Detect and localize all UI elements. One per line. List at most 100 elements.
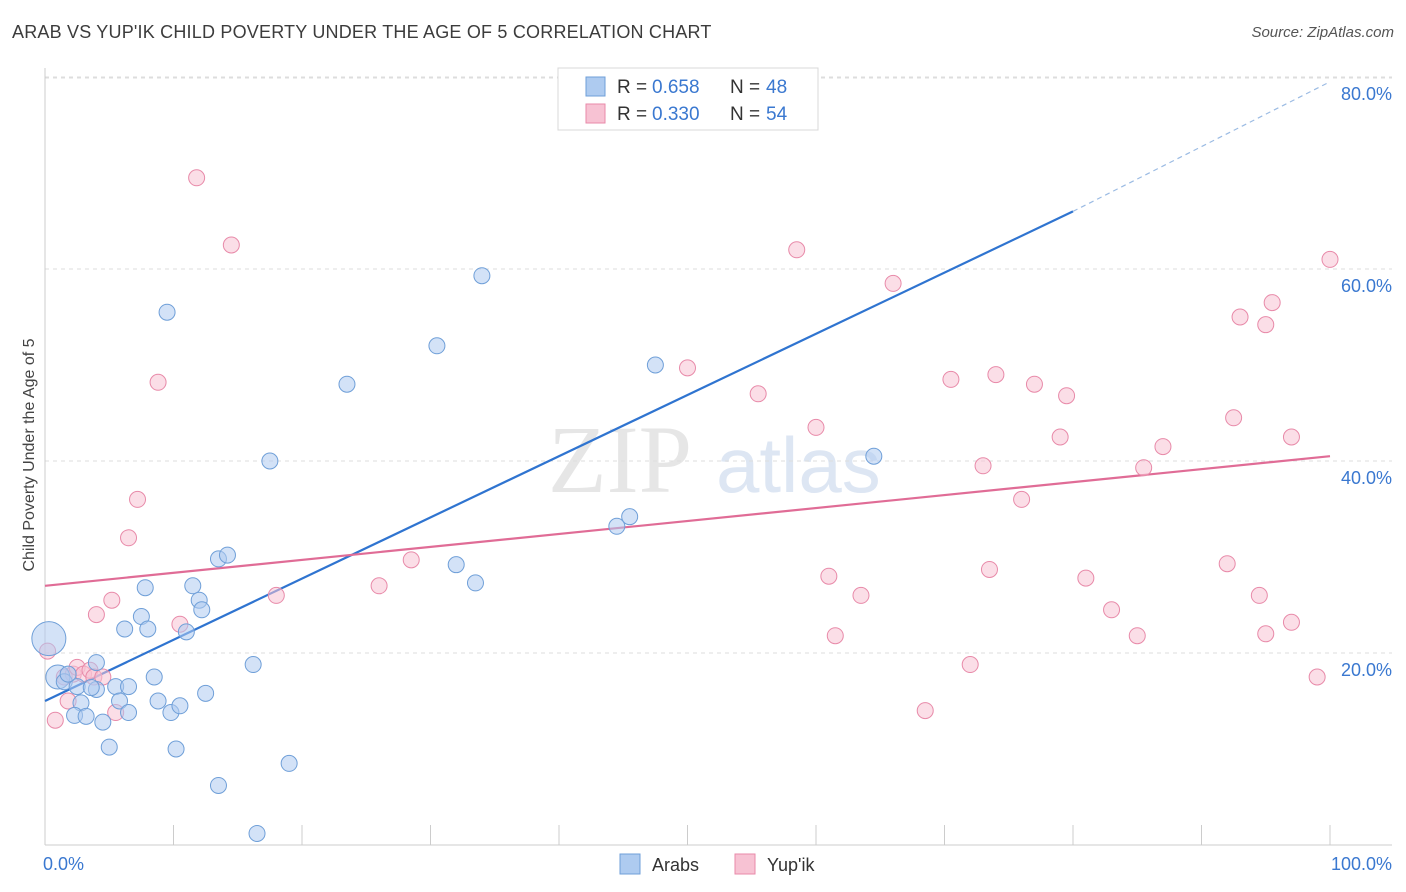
- point-arabs: [82, 679, 100, 697]
- point-yupik: [1321, 250, 1339, 268]
- point-arabs: [338, 375, 356, 393]
- point-arabs: [87, 654, 105, 672]
- chart-title: ARAB VS YUP'IK CHILD POVERTY UNDER THE A…: [12, 22, 712, 42]
- point-yupik: [820, 567, 838, 585]
- axes: [44, 68, 1392, 846]
- point-yupik: [974, 457, 992, 475]
- point-yupik: [129, 490, 147, 508]
- point-arabs: [865, 447, 883, 465]
- trend-line-arabs-extension: [1072, 81, 1331, 212]
- point-arabs: [171, 697, 189, 715]
- point-arabs: [59, 665, 77, 683]
- point-yupik: [1263, 294, 1281, 312]
- point-arabs: [116, 620, 134, 638]
- point-arabs: [244, 656, 262, 674]
- point-arabs: [621, 508, 639, 526]
- point-yupik: [1025, 375, 1043, 393]
- point-arabs: [608, 517, 626, 535]
- point-yupik: [942, 370, 960, 388]
- point-yupik: [826, 627, 844, 645]
- legend-n-value-yupik: 54: [766, 104, 788, 125]
- legend-r-value-arabs: 0.658: [652, 77, 700, 98]
- point-arabs: [428, 337, 446, 355]
- y-tick-label-60: 60.0%: [1341, 276, 1392, 296]
- point-arabs: [167, 740, 185, 758]
- legend-bottom-swatch-arabs: [619, 853, 641, 875]
- legend-bottom-swatch-yupik: [734, 853, 756, 875]
- point-yupik: [1103, 601, 1121, 619]
- point-arabs: [280, 754, 298, 772]
- trend-lines: [44, 81, 1331, 702]
- point-yupik: [1282, 613, 1300, 631]
- point-yupik: [1058, 387, 1076, 405]
- point-yupik: [916, 702, 934, 720]
- x-tick-label-min: 0.0%: [43, 854, 84, 874]
- point-arabs: [646, 356, 664, 374]
- point-yupik: [222, 236, 240, 254]
- point-yupik: [402, 551, 420, 569]
- point-yupik: [1257, 625, 1275, 643]
- point-arabs: [466, 574, 484, 592]
- point-arabs: [120, 704, 138, 722]
- legend-bottom-label-yupik: Yup'ik: [767, 855, 815, 875]
- point-arabs: [100, 738, 118, 756]
- tick-labels: 20.0% 40.0% 60.0% 80.0% 0.0% 100.0%: [43, 84, 1392, 874]
- point-yupik: [987, 366, 1005, 384]
- point-yupik: [1077, 569, 1095, 587]
- point-yupik: [1225, 409, 1243, 427]
- point-arabs: [139, 620, 157, 638]
- point-yupik: [1154, 438, 1172, 456]
- point-yupik: [149, 373, 167, 391]
- legend-bottom: Arabs Yup'ik: [619, 853, 815, 875]
- y-tick-label-20: 20.0%: [1341, 660, 1392, 680]
- point-arabs: [218, 546, 236, 564]
- y-axis-label: Child Poverty Under the Age of 5: [21, 338, 38, 571]
- y-tick-label-40: 40.0%: [1341, 468, 1392, 488]
- y-tick-label-80: 80.0%: [1341, 84, 1392, 104]
- legend-swatch-yupik: [585, 103, 606, 124]
- point-yupik: [749, 385, 767, 403]
- point-arabs: [197, 684, 215, 702]
- point-yupik: [1282, 428, 1300, 446]
- legend-r-label-arabs: R =: [617, 77, 647, 98]
- legend-r-label-yupik: R =: [617, 104, 647, 125]
- legend-r-value-yupik: 0.330: [652, 104, 700, 125]
- point-yupik: [370, 577, 388, 595]
- point-arabs: [447, 556, 465, 574]
- source-credit: Source: ZipAtlas.com: [1251, 24, 1394, 41]
- point-yupik: [1308, 668, 1326, 686]
- point-yupik: [46, 711, 64, 729]
- point-arabs: [31, 621, 67, 657]
- watermark-zip: ZIP: [548, 406, 692, 513]
- point-arabs: [145, 668, 163, 686]
- point-yupik: [884, 274, 902, 292]
- point-yupik: [1250, 586, 1268, 604]
- trend-line-yupik: [44, 455, 1331, 587]
- point-arabs: [158, 303, 176, 321]
- legend-n-value-arabs: 48: [766, 77, 787, 98]
- point-yupik: [1051, 428, 1069, 446]
- point-yupik: [267, 586, 285, 604]
- point-yupik: [679, 359, 696, 377]
- point-arabs: [248, 824, 266, 842]
- legend-swatch-arabs: [585, 76, 606, 97]
- legend-bottom-label-arabs: Arabs: [652, 855, 699, 875]
- legend-n-label-arabs: N =: [730, 77, 760, 98]
- point-yupik: [87, 606, 105, 624]
- point-yupik: [980, 560, 998, 578]
- point-yupik: [788, 241, 806, 259]
- point-yupik: [852, 586, 870, 604]
- point-yupik: [1128, 627, 1146, 645]
- trend-line-arabs: [44, 210, 1074, 702]
- point-arabs: [136, 579, 154, 597]
- point-yupik: [1257, 316, 1275, 334]
- watermark-atlas: atlas: [716, 421, 881, 509]
- point-yupik: [188, 169, 206, 187]
- legend-n-label-yupik: N =: [730, 104, 760, 125]
- grid-lines: [45, 76, 1392, 654]
- point-yupik: [103, 591, 121, 609]
- point-arabs: [193, 601, 211, 619]
- point-arabs: [77, 707, 95, 725]
- point-arabs: [149, 692, 167, 710]
